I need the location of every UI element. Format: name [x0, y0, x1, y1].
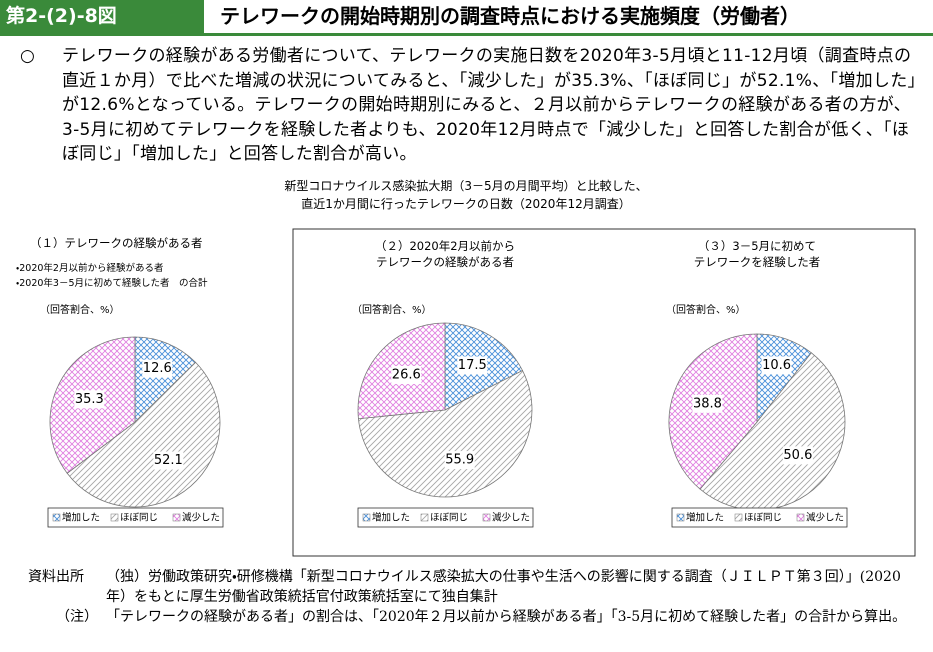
legend-swatch	[110, 513, 119, 522]
legend-box	[47, 507, 224, 528]
bullet: ○	[20, 46, 35, 66]
source-text: （独）労働政策研究・研修機構「新型コロナウイルス感染拡大の仕事や生活への影響に関…	[106, 569, 901, 605]
value-label: 12.6	[143, 361, 172, 376]
value-label-bg	[457, 356, 488, 375]
chart-note: ・2020年3－5月に初めて経験した者 の合計	[16, 277, 208, 289]
legend-box	[357, 507, 534, 528]
legend-label: ほぼ同じ	[744, 513, 782, 524]
legend-box	[671, 507, 848, 528]
legend-swatch	[420, 513, 429, 522]
value-label-bg	[391, 365, 422, 384]
value-label: 17.5	[458, 358, 487, 373]
legend-swatch	[734, 513, 743, 522]
charts-title: 直近1か月間に行ったテレワークの日数（2020年12月調査）	[301, 196, 630, 211]
chart-title: テレワークを経験した者	[694, 255, 821, 269]
pie-slice	[134, 336, 197, 423]
value-label: 52.1	[154, 453, 183, 468]
chart-title: （１）テレワークの経験がある者	[30, 236, 203, 250]
legend-swatch	[676, 513, 685, 522]
legend-label: 減少した	[182, 512, 220, 524]
value-label: 50.6	[783, 448, 812, 463]
legend-swatch	[796, 513, 805, 522]
value-label-bg	[74, 390, 105, 409]
legend-label: 減少した	[806, 512, 844, 524]
note: （注） 「テレワークの経験がある者」の割合は、「2020年２月以前から経験がある…	[28, 607, 918, 627]
note-text: 「テレワークの経験がある者」の割合は、「2020年２月以前から経験がある者」「3…	[106, 609, 907, 625]
legend-swatch	[172, 513, 181, 522]
summary-text: テレワークの経験がある労働者について、テレワークの実施日数を2020年3‐5月頃…	[62, 46, 917, 164]
note-label: （注）	[56, 609, 98, 625]
value-label: 35.3	[75, 392, 104, 407]
unit-label: （回答割合、%）	[666, 303, 746, 316]
pie-slice	[358, 369, 533, 498]
value-label-bg	[782, 446, 813, 465]
value-label: 55.9	[445, 453, 474, 468]
legend-label: ほぼ同じ	[120, 513, 158, 524]
legend-label: ほぼ同じ	[430, 513, 468, 524]
chart-note: ・2020年2月以前から経験がある者	[16, 262, 163, 274]
value-label-bg	[153, 451, 184, 470]
chart-frame	[292, 228, 916, 557]
chart-title: テレワークの経験がある者	[376, 255, 514, 269]
value-label-bg	[142, 359, 173, 378]
figure-title: テレワークの開始時期別の調査時点における実施頻度（労働者）	[220, 4, 800, 28]
legend-label: 減少した	[492, 512, 530, 524]
summary: ○ テレワークの経験がある労働者について、テレワークの実施日数を2020年3‐5…	[0, 44, 933, 167]
source-label: 資料出所	[28, 569, 84, 585]
header: 第2-(2)-8図 テレワークの開始時期別の調査時点における実施頻度（労働者）	[0, 0, 933, 36]
source: 資料出所 （独）労働政策研究・研修機構「新型コロナウイルス感染拡大の仕事や生活へ…	[28, 567, 918, 607]
figure-number: 第2-(2)-8図	[0, 0, 204, 33]
unit-label: （回答割合、%）	[40, 303, 120, 316]
value-label-bg	[761, 356, 792, 375]
legend-label: 増加した	[686, 512, 724, 524]
value-label: 10.6	[762, 358, 791, 373]
legend-swatch	[52, 513, 61, 522]
pie-slice	[66, 361, 221, 508]
value-label: 38.8	[693, 396, 722, 411]
chart-title: （２）2020年2月以前から	[375, 239, 515, 253]
value-label: 26.6	[392, 367, 421, 382]
charts-title: 新型コロナウイルス感染拡大期（3－5月の月間平均）と比較した、	[284, 178, 647, 193]
legend-swatch	[482, 513, 491, 522]
unit-label: （回答割合、%）	[352, 303, 432, 316]
chart-title: （３）3－5月に初めて	[698, 239, 816, 253]
legend-swatch	[362, 513, 371, 522]
value-label-bg	[692, 394, 723, 413]
charts: 新型コロナウイルス感染拡大期（3－5月の月間平均）と比較した、 直近1か月間に行…	[16, 178, 916, 557]
legend-label: 増加した	[372, 512, 410, 524]
legend-label: 増加した	[62, 512, 100, 524]
value-label-bg	[444, 451, 475, 470]
pie-slice	[699, 352, 846, 511]
footer: 資料出所 （独）労働政策研究・研修機構「新型コロナウイルス感染拡大の仕事や生活へ…	[28, 567, 918, 627]
